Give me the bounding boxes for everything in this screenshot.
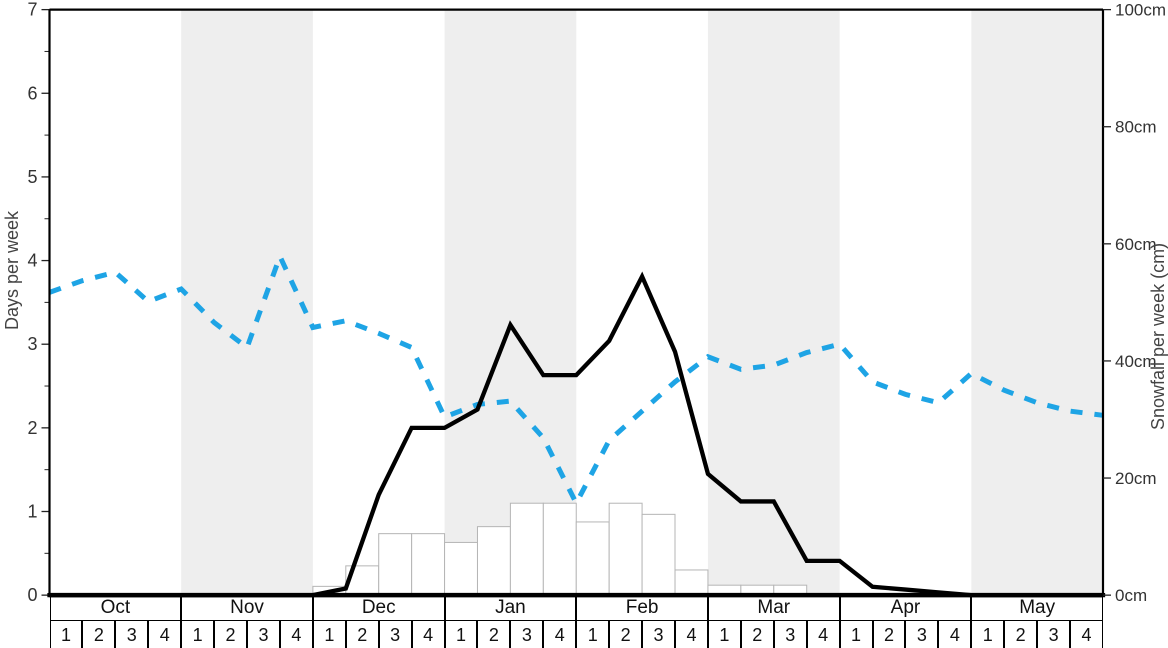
svg-text:1: 1: [27, 502, 37, 522]
svg-text:5: 5: [27, 167, 37, 187]
svg-text:80cm: 80cm: [1115, 118, 1157, 137]
svg-text:20cm: 20cm: [1115, 469, 1157, 488]
svg-text:7: 7: [27, 0, 37, 20]
svg-text:0cm: 0cm: [1115, 586, 1147, 605]
svg-text:0: 0: [27, 585, 37, 605]
svg-text:3: 3: [27, 334, 37, 354]
svg-text:4: 4: [27, 251, 37, 271]
svg-text:2: 2: [27, 418, 37, 438]
svg-text:100cm: 100cm: [1115, 1, 1166, 20]
svg-text:6: 6: [27, 83, 37, 103]
